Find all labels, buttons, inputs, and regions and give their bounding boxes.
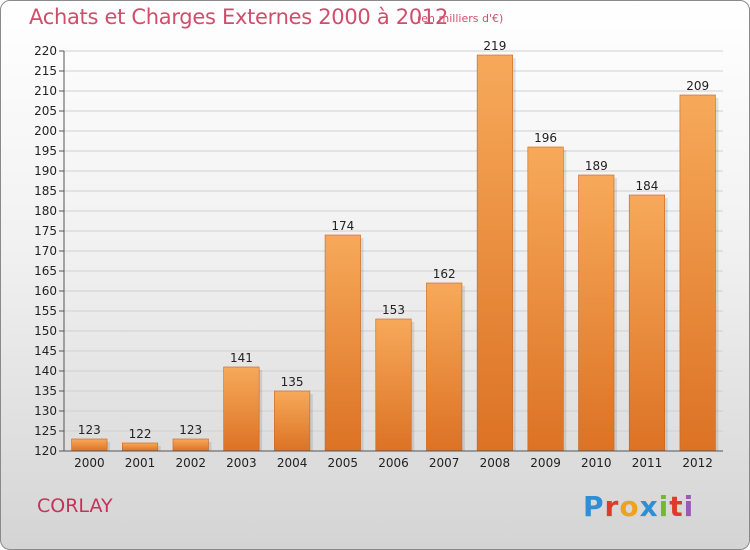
bar <box>426 282 463 452</box>
x-tick-label: 2001 <box>125 456 156 470</box>
y-tick-label: 190 <box>34 164 57 178</box>
logo-letter: t <box>669 490 684 523</box>
axis-layer: 120 125 130 135 140 145 150 155 160 165 170 175 180 1… <box>34 44 723 470</box>
logo-letter: P <box>583 490 605 523</box>
x-tick-label: 2006 <box>378 456 409 470</box>
x-tick-label: 2003 <box>226 456 257 470</box>
x-tick-label: 2008 <box>480 456 511 470</box>
unit-label: (en milliers d'€) <box>417 12 504 25</box>
data-label: 123 <box>179 423 202 437</box>
y-tick-label: 180 <box>34 204 57 218</box>
y-tick-label: 120 <box>34 444 57 458</box>
bar <box>578 174 615 452</box>
y-tick-label: 150 <box>34 324 57 338</box>
bar <box>121 442 159 452</box>
logo-letter: x <box>639 490 659 523</box>
bar <box>527 146 564 452</box>
logo-letter: r <box>604 490 620 523</box>
y-tick-label: 130 <box>34 404 57 418</box>
y-tick-label: 165 <box>34 264 57 278</box>
chart-title: Achats et Charges Externes 2000 à 2012 <box>29 5 449 29</box>
x-tick-label: 2007 <box>429 456 460 470</box>
data-label: 196 <box>534 131 557 145</box>
bar-layer: 123 122 123 141 135 174 153 162 219 196 189 184 209 <box>71 39 719 452</box>
y-tick-label: 200 <box>34 124 57 138</box>
logo-letter: o <box>619 490 640 523</box>
logo-letter: i <box>683 490 695 523</box>
x-tick-label: 2011 <box>632 456 663 470</box>
bar <box>172 438 209 452</box>
y-tick-label: 160 <box>34 284 57 298</box>
x-tick-label: 2000 <box>74 456 105 470</box>
y-tick-label: 205 <box>34 104 57 118</box>
bar <box>274 390 311 452</box>
y-tick-label: 155 <box>34 304 57 318</box>
data-label: 184 <box>636 179 659 193</box>
data-label: 174 <box>331 219 354 233</box>
bar <box>476 54 513 452</box>
data-label: 209 <box>686 79 709 93</box>
bar <box>375 318 412 452</box>
x-tick-label: 2010 <box>581 456 612 470</box>
y-tick-label: 175 <box>34 224 57 238</box>
y-tick-label: 195 <box>34 144 57 158</box>
data-label: 141 <box>230 351 253 365</box>
bar <box>628 194 666 452</box>
data-label: 189 <box>585 159 608 173</box>
data-label: 135 <box>281 375 304 389</box>
y-tick-label: 125 <box>34 424 57 438</box>
data-label: 123 <box>78 423 101 437</box>
x-tick-label: 2009 <box>530 456 561 470</box>
y-tick-label: 215 <box>34 64 57 78</box>
data-label: 219 <box>483 39 506 53</box>
y-tick-label: 140 <box>34 364 57 378</box>
x-tick-label: 2004 <box>277 456 308 470</box>
bar <box>71 438 108 452</box>
data-label: 162 <box>433 267 456 281</box>
y-tick-label: 145 <box>34 344 57 358</box>
bar <box>223 366 260 452</box>
x-tick-label: 2012 <box>682 456 713 470</box>
data-label: 122 <box>129 427 152 441</box>
x-tick-label: 2002 <box>175 456 206 470</box>
bar <box>679 94 716 452</box>
y-tick-label: 135 <box>34 384 57 398</box>
bar <box>324 234 361 452</box>
proxiti-logo: Proxiti <box>583 490 694 523</box>
city-name: CORLAY <box>37 495 113 517</box>
logo-letter: i <box>658 490 670 523</box>
y-tick-label: 170 <box>34 244 57 258</box>
y-tick-label: 185 <box>34 184 57 198</box>
y-tick-label: 220 <box>34 44 57 58</box>
x-tick-label: 2005 <box>328 456 359 470</box>
data-label: 153 <box>382 303 405 317</box>
y-tick-label: 210 <box>34 84 57 98</box>
